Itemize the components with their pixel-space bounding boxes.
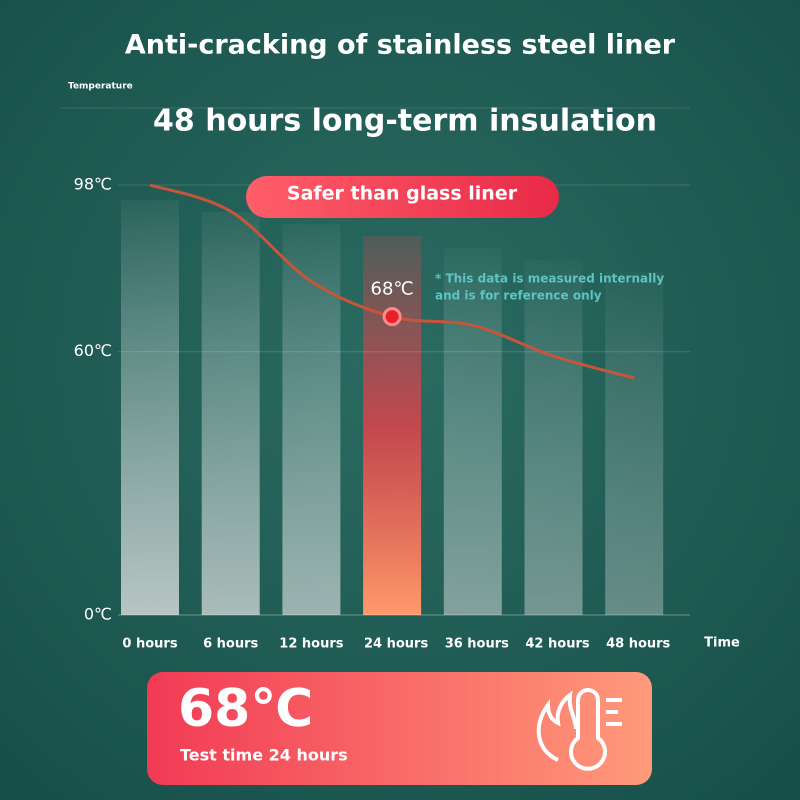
note: and is for reference only <box>435 289 602 303</box>
data-label: 68℃ <box>371 279 414 300</box>
highlight-column <box>363 236 422 615</box>
time-column <box>524 260 583 615</box>
x-tick-label: 6 hours <box>203 637 258 652</box>
time-column <box>201 212 260 615</box>
time-column <box>605 272 664 615</box>
x-tick-label: 42 hours <box>525 637 589 652</box>
title: Anti-cracking of stainless steel liner <box>125 30 676 61</box>
x-tick-label: 48 hours <box>606 637 670 652</box>
x-tick-label: 36 hours <box>445 637 509 652</box>
time-column <box>443 248 502 615</box>
card-value: 68℃ <box>178 679 313 739</box>
subtitle: 48 hours long-term insulation <box>153 104 657 139</box>
x-axis-label: Time <box>704 636 740 651</box>
time-column <box>121 200 179 615</box>
y-tick-label: 60℃ <box>74 341 112 360</box>
thermometer-icon <box>536 688 622 771</box>
card-caption: Test time 24 hours <box>180 746 348 765</box>
y-tick-label: 98℃ <box>74 175 112 194</box>
x-tick-label: 0 hours <box>122 637 177 652</box>
time-column <box>282 224 341 615</box>
highlight-point <box>382 307 402 327</box>
plot: 0 hours 6 hours 12 hours 24 hours 36 hours 42… <box>74 175 690 652</box>
result-card <box>147 672 652 785</box>
badge <box>246 176 559 218</box>
x-tick-label: 24 hours <box>364 637 428 652</box>
x-tick-label: 12 hours <box>279 637 343 652</box>
y-axis-label: Temperature <box>68 82 133 92</box>
y-tick-label: 0℃ <box>84 605 112 624</box>
note: * This data is measured internally <box>435 272 664 286</box>
badge-text: Safer than glass liner <box>287 183 518 205</box>
